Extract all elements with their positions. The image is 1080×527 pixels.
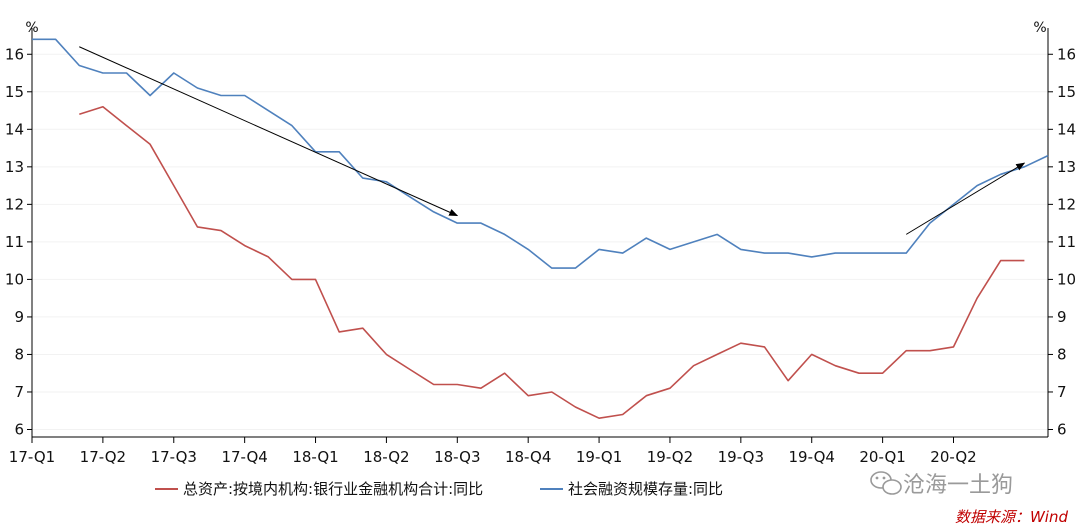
x-tick-label: 17-Q3 (151, 448, 197, 466)
y-right-tick-label: 14 (1057, 120, 1076, 138)
trend-arrows (79, 46, 1026, 235)
y-left-tick-label: 11 (5, 233, 24, 251)
x-tick-label: 18-Q3 (434, 448, 480, 466)
x-tick-label: 19-Q1 (576, 448, 622, 466)
watermark-text: 沧海一土狗 (903, 473, 1013, 498)
x-tick-label: 17-Q4 (221, 448, 267, 466)
wechat-icon (870, 471, 902, 495)
axes: 6 6 7 7 8 8 9 9 10 10 11 11 12 12 13 13 14 14 15 15 16 16 17-Q… (5, 28, 1076, 466)
y-left-tick-label: 7 (14, 383, 24, 401)
series-lines (32, 38, 1049, 420)
x-tick-label: 17-Q1 (9, 448, 55, 466)
x-tick-label: 18-Q1 (292, 448, 338, 466)
series-line-total-assets (79, 106, 1025, 420)
y-left-tick-label: 6 (14, 420, 24, 438)
y-right-tick-label: 8 (1057, 345, 1067, 363)
legend: 总资产:按境内机构:银行业金融机构合计:同比 社会融资规模存量:同比 (155, 480, 723, 498)
y-axis-left-unit: % (25, 20, 38, 36)
x-tick-label: 17-Q2 (80, 448, 126, 466)
trend-arrow-down (79, 46, 459, 217)
y-left-tick-label: 14 (5, 120, 24, 138)
x-tick-label: 19-Q2 (647, 448, 693, 466)
series-line-social-financing (32, 38, 1049, 269)
y-axis-right-unit: % (1033, 20, 1046, 36)
x-tick-label: 19-Q3 (718, 448, 764, 466)
x-tick-label: 19-Q4 (789, 448, 835, 466)
y-left-tick-label: 8 (14, 345, 24, 363)
trend-arrow-up (905, 162, 1026, 235)
y-right-tick-label: 16 (1057, 45, 1076, 63)
legend-label-total-assets: 总资产:按境内机构:银行业金融机构合计:同比 (183, 480, 483, 498)
y-left-tick-label: 15 (5, 83, 24, 101)
y-left-tick-label: 12 (5, 195, 24, 213)
x-tick-label: 20-Q2 (930, 448, 976, 466)
legend-label-social-financing: 社会融资规模存量:同比 (568, 480, 723, 498)
x-tick-label: 18-Q4 (505, 448, 551, 466)
y-left-tick-label: 16 (5, 45, 24, 63)
y-right-tick-label: 6 (1057, 420, 1067, 438)
y-right-tick-label: 11 (1057, 233, 1076, 251)
y-left-tick-label: 9 (14, 308, 24, 326)
y-right-tick-label: 15 (1057, 83, 1076, 101)
y-right-tick-label: 12 (1057, 195, 1076, 213)
y-right-tick-label: 9 (1057, 308, 1067, 326)
y-right-tick-label: 10 (1057, 270, 1076, 288)
watermark: 沧海一土狗 (870, 471, 1013, 498)
y-left-tick-label: 10 (5, 270, 24, 288)
x-tick-label: 18-Q2 (363, 448, 409, 466)
grid-lines (32, 53, 1048, 430)
y-right-tick-label: 13 (1057, 158, 1076, 176)
y-left-tick-label: 13 (5, 158, 24, 176)
y-right-tick-label: 7 (1057, 383, 1067, 401)
source-note: 数据来源：Wind (955, 508, 1069, 526)
x-tick-label: 20-Q1 (859, 448, 905, 466)
